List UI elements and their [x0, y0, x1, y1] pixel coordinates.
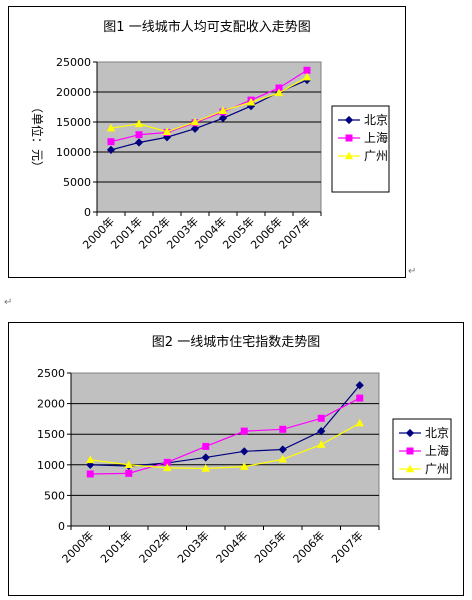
y-tick-label: 10000 [56, 146, 91, 159]
data-point [405, 428, 415, 438]
chart-canvas: 0 500 1000 1500 2000 2500 2000年 2001年 2002年 2003年… [37, 367, 452, 566]
x-tick-label: 2001年 [97, 528, 134, 565]
chart-title: 图2 一线城市住宅指数走势图 [151, 335, 321, 350]
y-tick-label: 25000 [56, 56, 91, 69]
data-point [201, 453, 210, 462]
paragraph-return-mark: ↵ [408, 266, 417, 277]
y-tick-label: 1500 [37, 428, 65, 441]
data-point [345, 134, 353, 142]
data-point [317, 440, 326, 448]
plot-area [70, 372, 380, 527]
paragraph-return-mark: ↵ [4, 297, 13, 308]
chart-canvas: 05000100001500020000250002000年2001年2002年… [30, 56, 390, 252]
data-point [355, 418, 364, 427]
legend-label: 上海 [364, 130, 388, 145]
data-point [355, 381, 364, 390]
data-point [317, 414, 325, 422]
y-tick-label: 0 [58, 520, 65, 533]
data-point [278, 454, 287, 463]
data-point [201, 464, 210, 472]
x-tick-label: 2004年 [213, 528, 250, 565]
data-point [356, 394, 364, 402]
data-point [279, 425, 287, 433]
data-point [86, 470, 94, 478]
x-tick-label: 2003年 [174, 528, 211, 565]
x-tick-label: 2007年 [276, 214, 313, 251]
data-point [278, 445, 287, 454]
data-point [406, 447, 414, 455]
x-tick-label: 2002年 [136, 528, 173, 565]
data-point [218, 106, 228, 114]
data-point [344, 151, 354, 160]
data-point [405, 464, 415, 473]
legend-label: 广州 [425, 462, 449, 476]
data-point [162, 127, 172, 135]
data-point [218, 114, 228, 123]
series-line [110, 76, 308, 133]
legend-label: 上海 [425, 443, 449, 458]
data-point [274, 88, 284, 97]
y-axis-label: （单位：元） [30, 101, 45, 173]
x-tick-label: 2006年 [290, 528, 327, 565]
series [86, 394, 364, 478]
chart-housing-index: 图2 一线城市住宅指数走势图 0 500 1000 1500 2000 2500 2000年… [8, 322, 464, 596]
data-point [134, 138, 144, 147]
data-point [124, 460, 133, 469]
data-point [190, 124, 200, 133]
series [106, 72, 312, 135]
data-point [240, 462, 249, 470]
data-point [125, 469, 133, 477]
chart-title: 图1 一线城市人均可支配收入走势图 [103, 20, 311, 35]
legend-label: 北京 [425, 426, 449, 440]
y-tick-label: 0 [84, 206, 91, 219]
data-point [302, 72, 312, 81]
plot-area [96, 61, 322, 213]
data-point [303, 66, 311, 74]
data-point [86, 460, 95, 469]
series-line [90, 397, 361, 475]
y-tick-label: 20000 [56, 86, 91, 99]
data-point [106, 145, 116, 155]
y-tick-label: 15000 [56, 116, 91, 129]
data-point [344, 115, 354, 125]
y-tick-label: 5000 [63, 176, 91, 189]
series-line [90, 422, 361, 470]
data-point [107, 138, 115, 146]
legend-label: 广州 [364, 149, 388, 163]
x-tick-label: 2000年 [59, 528, 96, 565]
y-tick-label: 2500 [37, 367, 65, 380]
series-line [110, 69, 308, 143]
data-point [317, 427, 326, 436]
y-tick-label: 1000 [37, 459, 65, 472]
data-point [240, 447, 249, 456]
x-tick-label: 2005年 [251, 528, 288, 565]
y-tick-label: 2000 [37, 398, 65, 411]
chart-income: 图1 一线城市人均可支配收入走势图 0 5000 10000 15000 20000 25… [8, 6, 406, 278]
data-point [135, 131, 143, 139]
data-point [134, 119, 144, 128]
data-point [240, 427, 248, 435]
data-point [162, 133, 172, 142]
series [86, 418, 364, 472]
data-point [202, 442, 210, 450]
legend-label: 北京 [364, 113, 388, 127]
data-point [86, 455, 95, 464]
y-tick-label: 500 [44, 489, 65, 502]
data-point [163, 463, 172, 472]
data-point [190, 117, 200, 126]
x-tick-label: 2007年 [328, 528, 365, 565]
data-point [106, 123, 116, 132]
data-point [246, 97, 256, 106]
